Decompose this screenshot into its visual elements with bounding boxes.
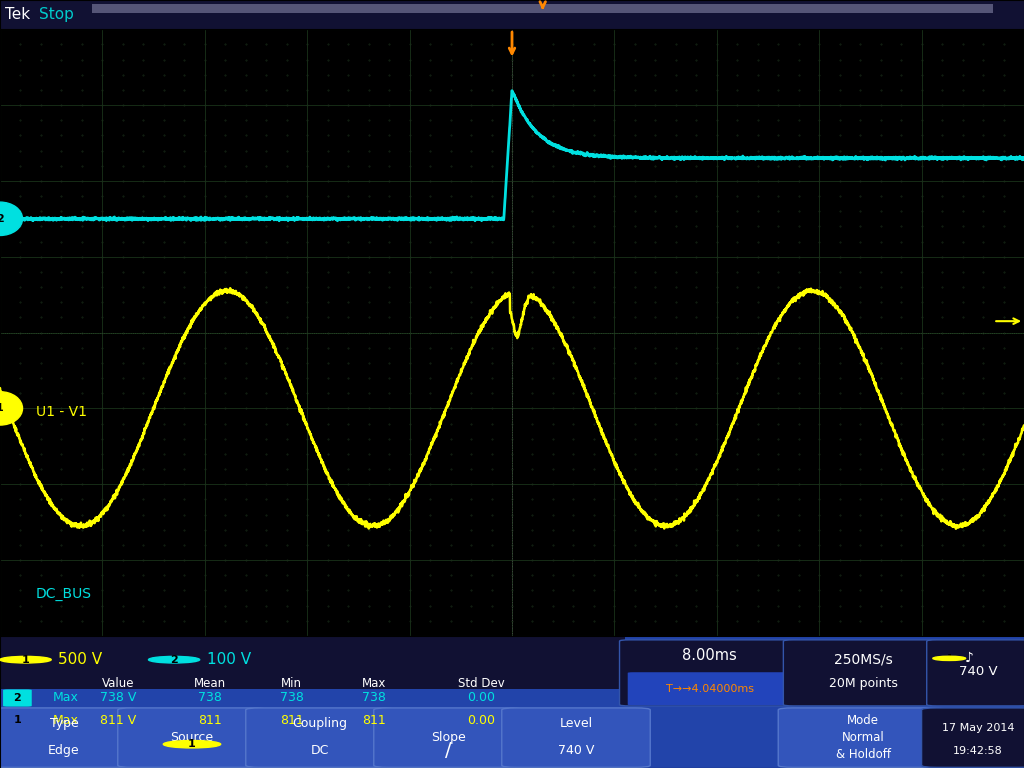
Text: Std Dev: Std Dev (458, 677, 505, 690)
Text: ♪: ♪ (965, 651, 974, 665)
Text: 738 V: 738 V (99, 691, 136, 704)
Text: 2: 2 (0, 214, 4, 223)
FancyBboxPatch shape (502, 708, 650, 767)
Text: 2: 2 (170, 654, 178, 664)
Text: 738: 738 (198, 691, 222, 704)
Text: 1: 1 (22, 654, 30, 664)
FancyBboxPatch shape (374, 708, 522, 767)
FancyBboxPatch shape (0, 708, 138, 767)
Text: 740 V: 740 V (958, 665, 997, 678)
FancyBboxPatch shape (3, 712, 32, 729)
Text: 811: 811 (361, 714, 386, 727)
Circle shape (0, 657, 51, 663)
Text: Normal: Normal (842, 731, 885, 744)
Text: 1: 1 (13, 716, 22, 726)
FancyBboxPatch shape (783, 640, 942, 706)
FancyBboxPatch shape (246, 708, 394, 767)
Circle shape (933, 656, 966, 660)
Text: & Holdoff: & Holdoff (836, 748, 891, 761)
Circle shape (0, 202, 23, 236)
Text: 740 V: 740 V (558, 744, 594, 757)
Text: Value: Value (101, 677, 134, 690)
Text: 1: 1 (0, 403, 4, 413)
Text: 500 V: 500 V (58, 652, 102, 667)
Text: Coupling: Coupling (293, 717, 347, 730)
Circle shape (148, 657, 200, 663)
Text: 1: 1 (188, 740, 196, 750)
Text: Min: Min (282, 677, 302, 690)
Text: 8.00ms: 8.00ms (682, 648, 737, 664)
FancyBboxPatch shape (3, 690, 32, 707)
Text: Max: Max (53, 714, 79, 727)
Text: 1: 1 (946, 654, 952, 663)
Text: Level: Level (559, 717, 593, 730)
Text: 811: 811 (280, 714, 304, 727)
Text: U1 - V1: U1 - V1 (36, 406, 87, 419)
Text: Source: Source (170, 731, 214, 744)
Text: 250MS/s: 250MS/s (834, 653, 893, 667)
Text: 0.00: 0.00 (467, 714, 496, 727)
Text: 811: 811 (198, 714, 222, 727)
Text: 738: 738 (361, 691, 386, 704)
Text: Mean: Mean (194, 677, 226, 690)
FancyBboxPatch shape (922, 708, 1024, 767)
Text: Mode: Mode (847, 714, 880, 727)
Text: DC: DC (311, 744, 329, 757)
Circle shape (0, 392, 23, 425)
FancyBboxPatch shape (118, 708, 266, 767)
FancyBboxPatch shape (620, 640, 799, 706)
Text: 17 May 2014: 17 May 2014 (942, 723, 1014, 733)
Text: T→→4.04000ms: T→→4.04000ms (666, 684, 754, 694)
Text: Slope: Slope (431, 731, 465, 744)
Text: 100 V: 100 V (207, 652, 251, 667)
FancyBboxPatch shape (628, 672, 791, 705)
Text: 811 V: 811 V (99, 714, 136, 727)
Text: 2: 2 (13, 693, 22, 703)
Text: Max: Max (53, 691, 79, 704)
Text: DC_BUS: DC_BUS (36, 588, 92, 601)
Text: Edge: Edge (48, 744, 80, 757)
Text: Stop: Stop (39, 7, 74, 22)
Text: Max: Max (361, 677, 386, 690)
Circle shape (164, 740, 221, 748)
Text: 0.00: 0.00 (467, 691, 496, 704)
Bar (92, 5, 993, 13)
Text: 20M points: 20M points (828, 677, 898, 690)
FancyBboxPatch shape (927, 640, 1024, 706)
Text: Tek: Tek (5, 7, 31, 22)
Bar (0, 636, 625, 689)
FancyBboxPatch shape (778, 708, 947, 767)
Text: 738: 738 (280, 691, 304, 704)
Text: /: / (444, 741, 452, 760)
Text: Type: Type (49, 717, 79, 730)
Text: 19:42:58: 19:42:58 (953, 746, 1002, 756)
